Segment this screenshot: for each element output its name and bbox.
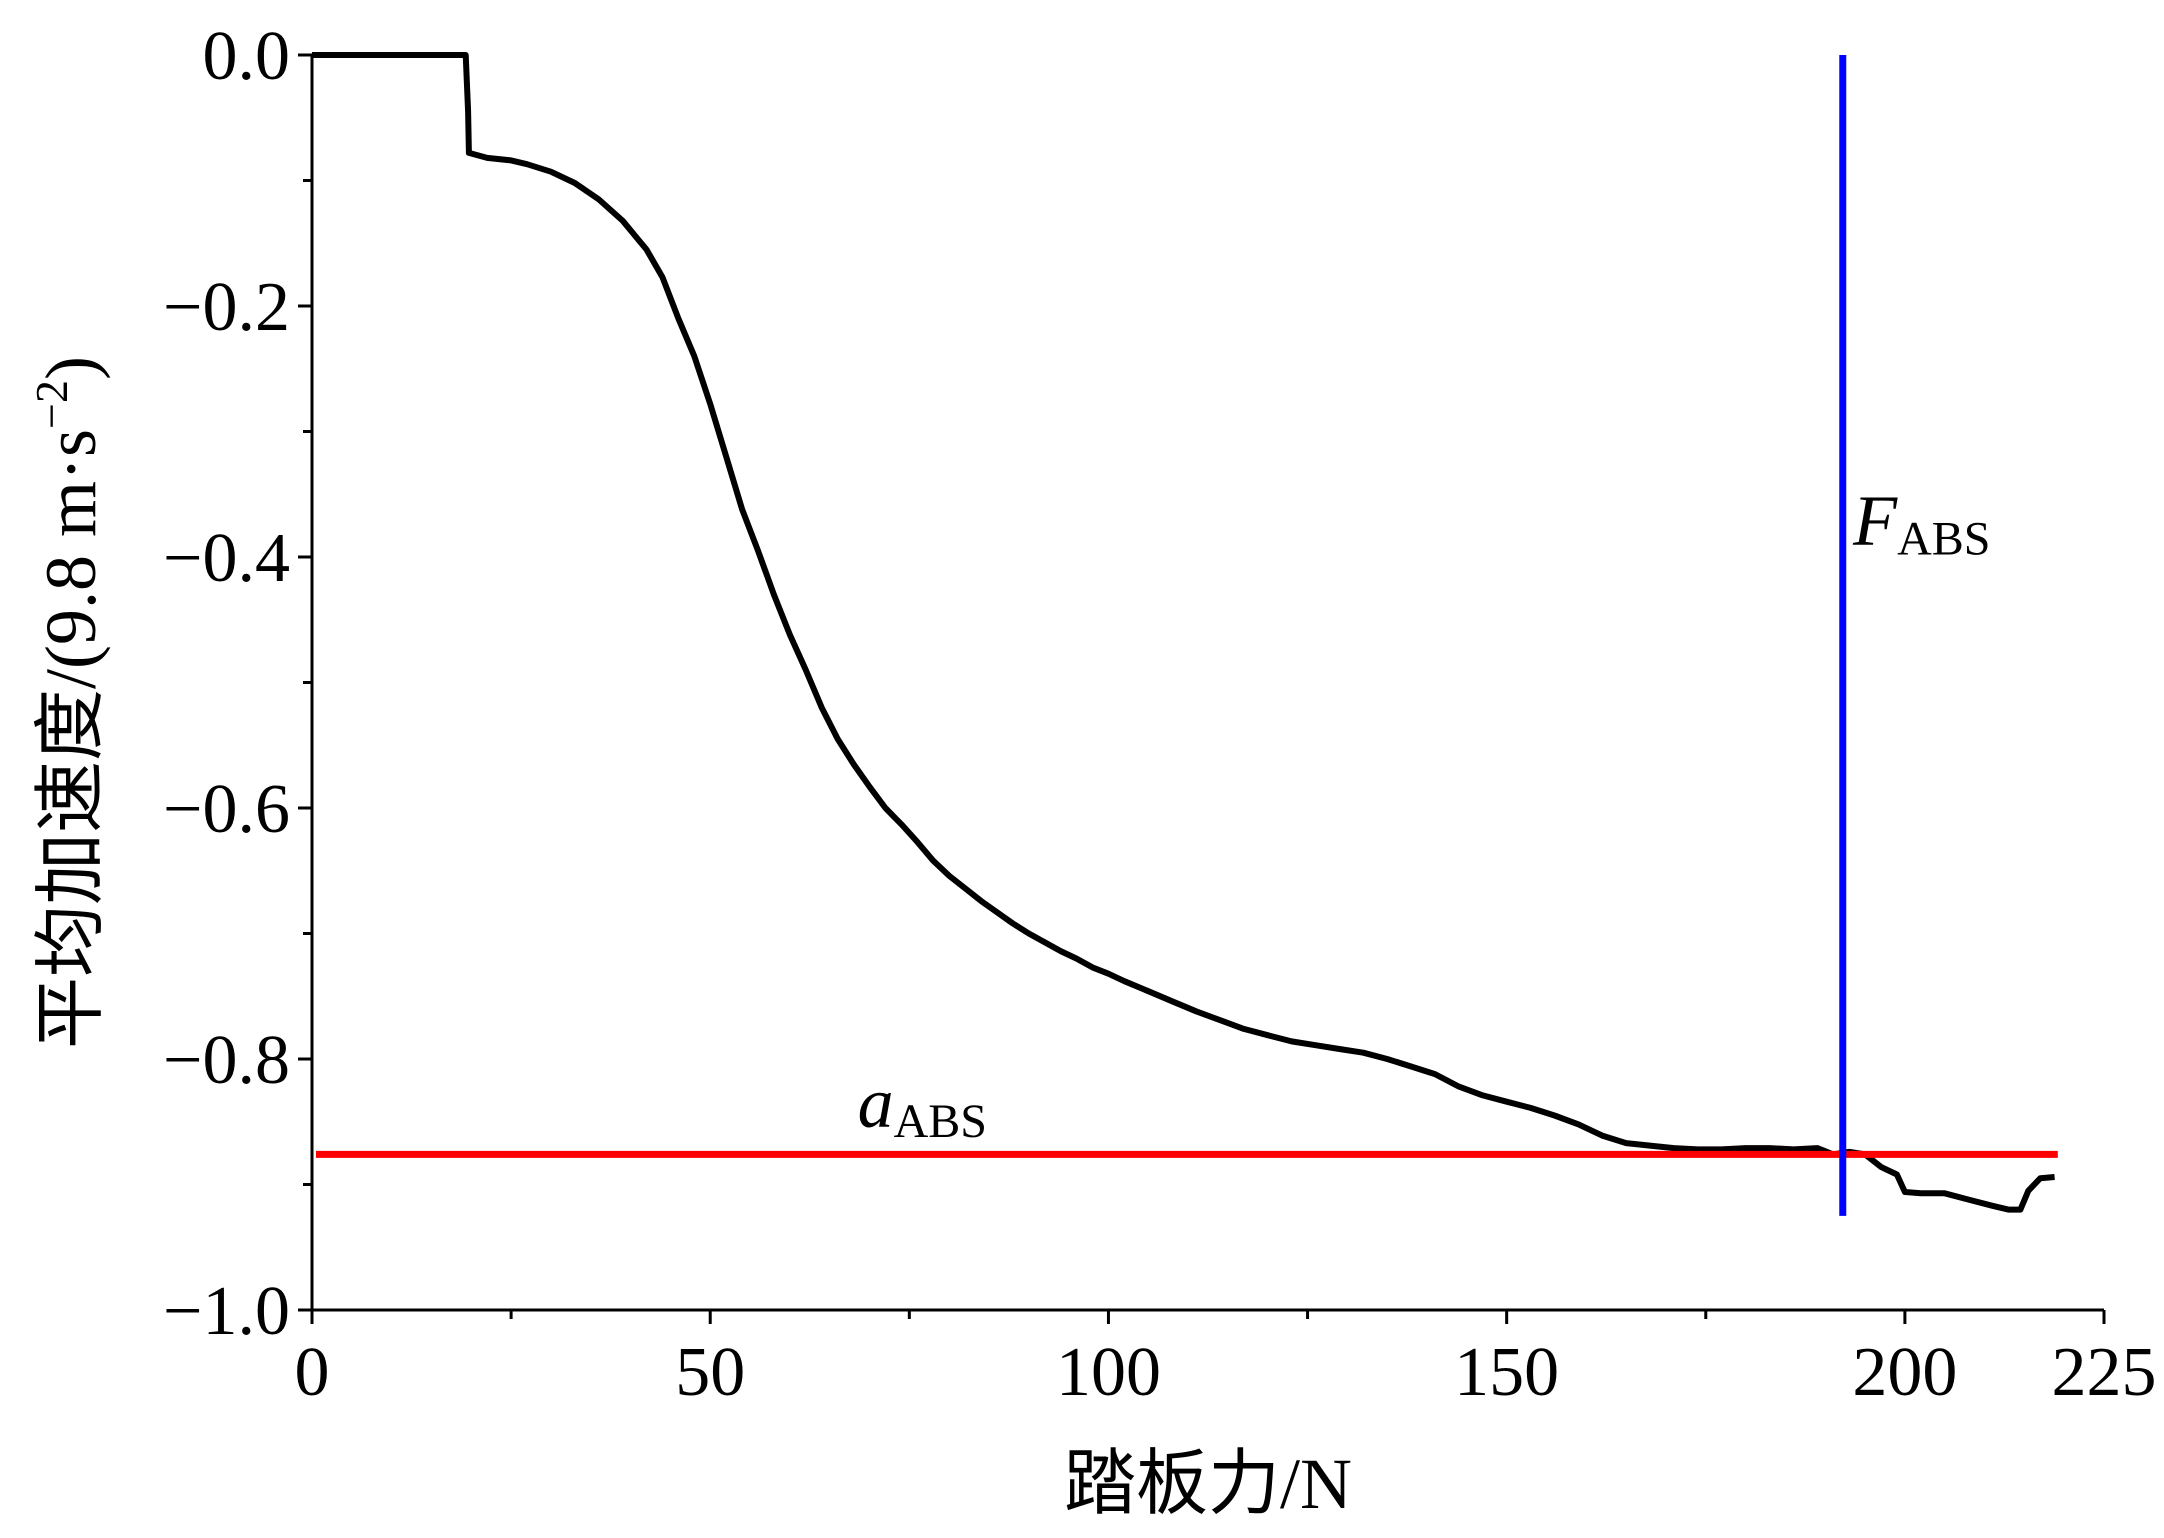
x-tick-label: 200 [1852,1334,1957,1411]
x-tick-label: 150 [1454,1334,1559,1411]
y-tick-label: 0.0 [203,18,291,95]
annotation-symbol: F [1852,480,1898,560]
x-tick-label: 0 [295,1334,330,1411]
x-tick-label: 50 [675,1334,745,1411]
x-axis-title: 踏板力/N [1064,1444,1352,1524]
y-axis-title-close: ) [31,356,111,380]
annotation-a-abs: aABS [858,1063,987,1148]
annotation-symbol: a [858,1063,894,1143]
annotation-F-abs: FABS [1852,480,1990,565]
x-tick-label: 100 [1056,1334,1161,1411]
axes [310,55,2104,1312]
annotation-subscript: ABS [1897,512,1990,565]
y-tick-label: −0.4 [163,520,290,597]
y-tick-label: −1.0 [163,1273,290,1350]
series-layer [312,52,2055,1213]
reference-lines [315,55,2058,1216]
y-tick-label: −0.6 [163,771,290,848]
y-axis-title-superscript: −2 [26,380,77,429]
series-line [312,52,2055,1213]
y-axis-title: 平均加速度/(9.8 m·s−2) [26,356,111,1049]
ticks: 0 50 100 150 200 225 0.0 −0.2 −0.4 −0.6 −0.8 −1.0 [163,18,2156,1411]
x-tick-label: 225 [2052,1334,2157,1411]
y-tick-label: −0.2 [163,269,290,346]
y-axis-title-main: 平均加速度/(9.8 m·s [31,429,111,1049]
y-tick-label: −0.8 [163,1022,290,1099]
annotation-subscript: ABS [894,1095,987,1148]
